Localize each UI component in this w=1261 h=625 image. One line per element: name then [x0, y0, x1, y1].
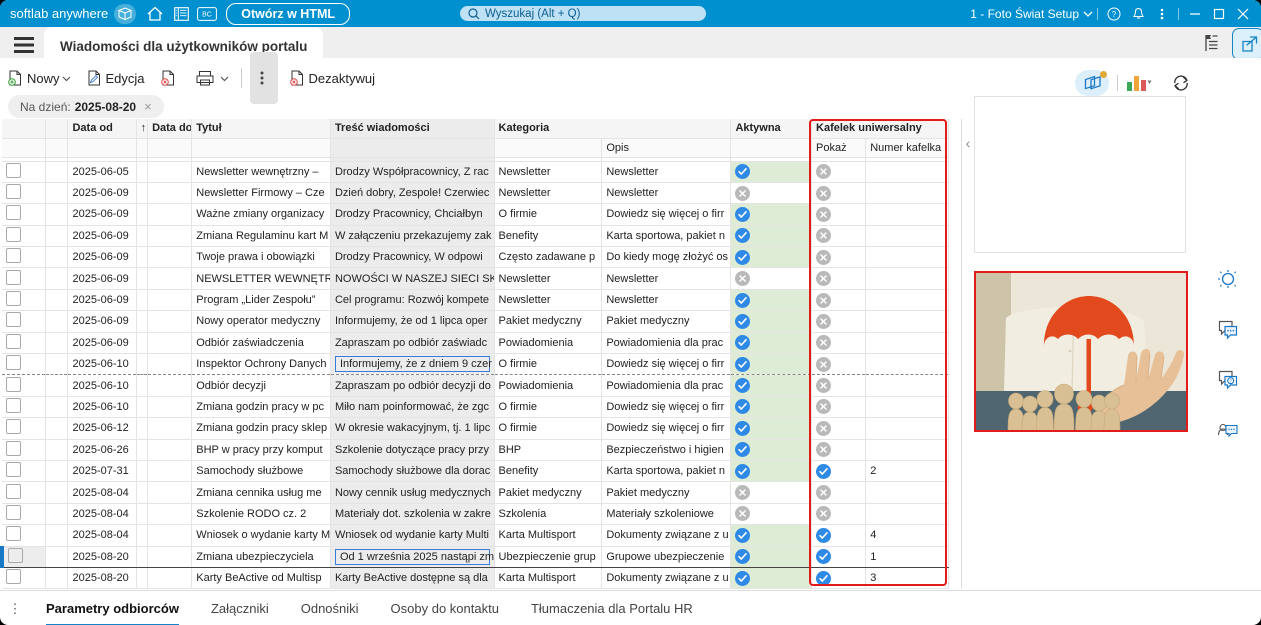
svg-text:BC: BC — [202, 11, 212, 18]
svg-text:?: ? — [1112, 10, 1117, 19]
